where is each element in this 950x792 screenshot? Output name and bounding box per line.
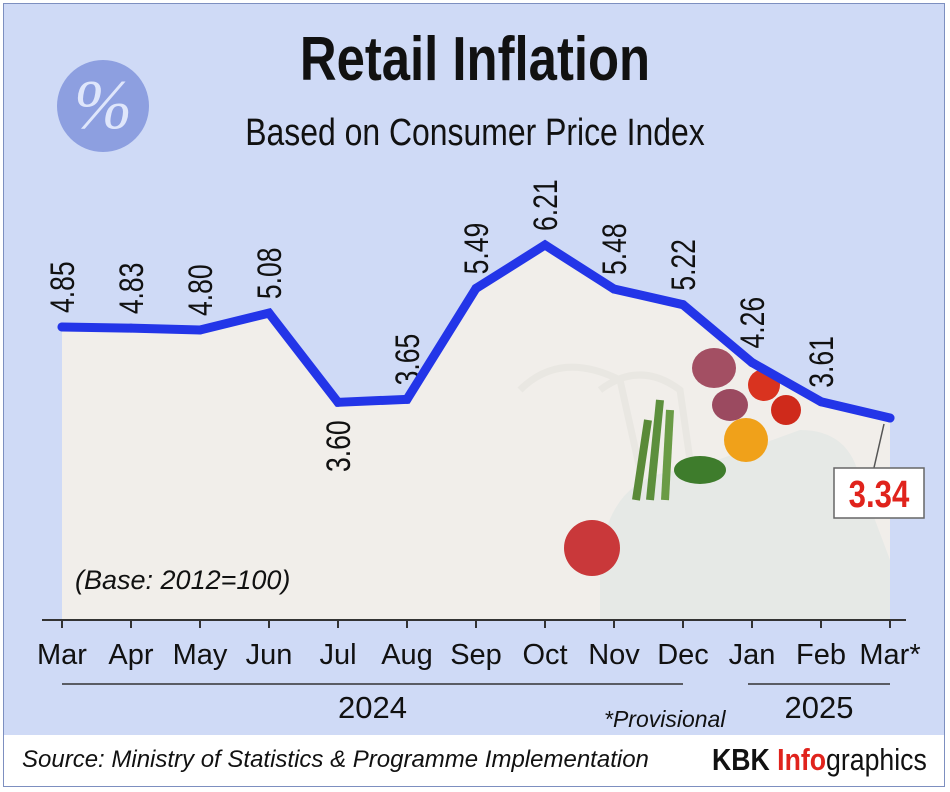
footer-band [4, 735, 944, 786]
x-tick-label-10: Jan [729, 639, 776, 671]
chart-title: Retail Inflation [299, 25, 651, 94]
data-label-2: 4.80 [182, 264, 220, 316]
x-tick-label-12: Mar* [859, 639, 920, 671]
data-label-7: 6.21 [527, 179, 565, 231]
callout-box [833, 467, 925, 519]
data-point-aug-5 [402, 394, 412, 404]
chart-subtitle: Based on Consumer Price Index [245, 112, 705, 154]
highlight-callout: 3.34 [833, 423, 925, 519]
x-tick-label-11: Feb [796, 639, 846, 671]
base-note: (Base: 2012=100) [75, 565, 291, 595]
data-label-6: 5.49 [458, 223, 496, 275]
data-label-12: 3.34 [849, 474, 910, 516]
data-label-4: 3.60 [320, 420, 358, 472]
provisional-note: *Provisional [604, 706, 726, 732]
data-label-9: 5.22 [665, 239, 703, 291]
x-tick-label-8: Nov [588, 639, 640, 671]
data-point-nov-8 [609, 284, 619, 294]
x-tick-label-9: Dec [657, 639, 709, 671]
brand-part-3: graphics [826, 742, 927, 777]
x-tick-label-4: Jul [319, 639, 356, 671]
data-point-apr-1 [126, 323, 136, 333]
x-tick-label-3: Jun [246, 639, 293, 671]
data-point-jan-10 [747, 358, 757, 368]
x-tick-label-2: May [173, 639, 228, 671]
data-point-jun-3 [264, 308, 274, 318]
data-point-jul-4 [333, 397, 343, 407]
data-label-8: 5.48 [596, 223, 634, 275]
percent-badge: % [57, 60, 149, 152]
source-note: Source: Ministry of Statistics & Program… [22, 746, 649, 773]
data-point-may-2 [195, 325, 205, 335]
brand-part-1: KBK [712, 742, 778, 777]
data-point-sep-6 [471, 283, 481, 293]
data-label-0: 4.85 [44, 261, 82, 313]
year-label-2024: 2024 [338, 690, 407, 725]
data-label-3: 5.08 [251, 247, 289, 299]
brand-part-2: Info [777, 742, 827, 777]
data-point-feb-11 [816, 397, 826, 407]
callout-leader [872, 423, 885, 473]
data-point-mar-prov-12 [885, 413, 895, 423]
data-label-10: 4.26 [734, 297, 772, 349]
data-label-11: 3.61 [803, 336, 841, 388]
brand-logo: KBK Infographics [712, 742, 927, 778]
data-point-mar-0 [57, 322, 67, 332]
x-tick-label-7: Oct [522, 639, 567, 671]
x-tick-label-1: Apr [108, 639, 153, 671]
data-point-oct-7 [540, 240, 550, 250]
x-tick-label-0: Mar [37, 639, 87, 671]
data-label-1: 4.83 [113, 263, 151, 315]
data-point-dec-9 [678, 300, 688, 310]
x-tick-label-5: Aug [381, 639, 433, 671]
year-label-2025: 2025 [785, 690, 854, 725]
percent-icon: % [73, 67, 133, 144]
x-tick-label-6: Sep [450, 639, 502, 671]
